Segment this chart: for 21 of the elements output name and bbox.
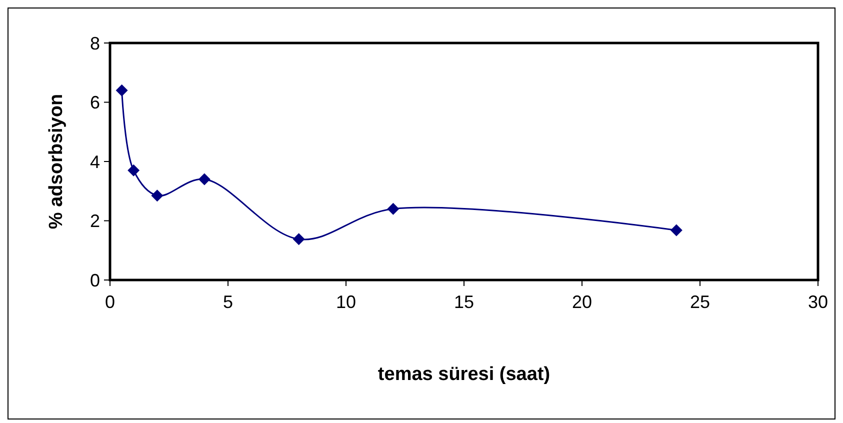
point	[292, 233, 305, 246]
x-tick-label: 10	[336, 292, 356, 312]
y-tick-label: 8	[90, 33, 100, 54]
y-tick-label: 4	[90, 152, 100, 172]
x-tick-label: 20	[572, 292, 592, 312]
point	[116, 84, 128, 96]
y-tick-label: 0	[90, 270, 100, 290]
x-tick-label: 25	[690, 292, 710, 312]
point	[387, 202, 400, 215]
x-axis-title: temas süresi (saat)	[378, 364, 550, 385]
point	[151, 190, 164, 202]
point	[670, 224, 682, 236]
x-tick-label: 30	[808, 292, 828, 312]
y-tick-label: 2	[90, 211, 100, 232]
x-tick-label: 15	[454, 292, 474, 312]
point	[198, 173, 210, 186]
point	[128, 164, 140, 176]
y-axis-title: % adsorbsiyon	[46, 94, 67, 230]
x-tick-label: 5	[222, 292, 234, 312]
y-tick-label: 6	[90, 92, 100, 113]
x-tick-label: 0	[104, 292, 116, 312]
